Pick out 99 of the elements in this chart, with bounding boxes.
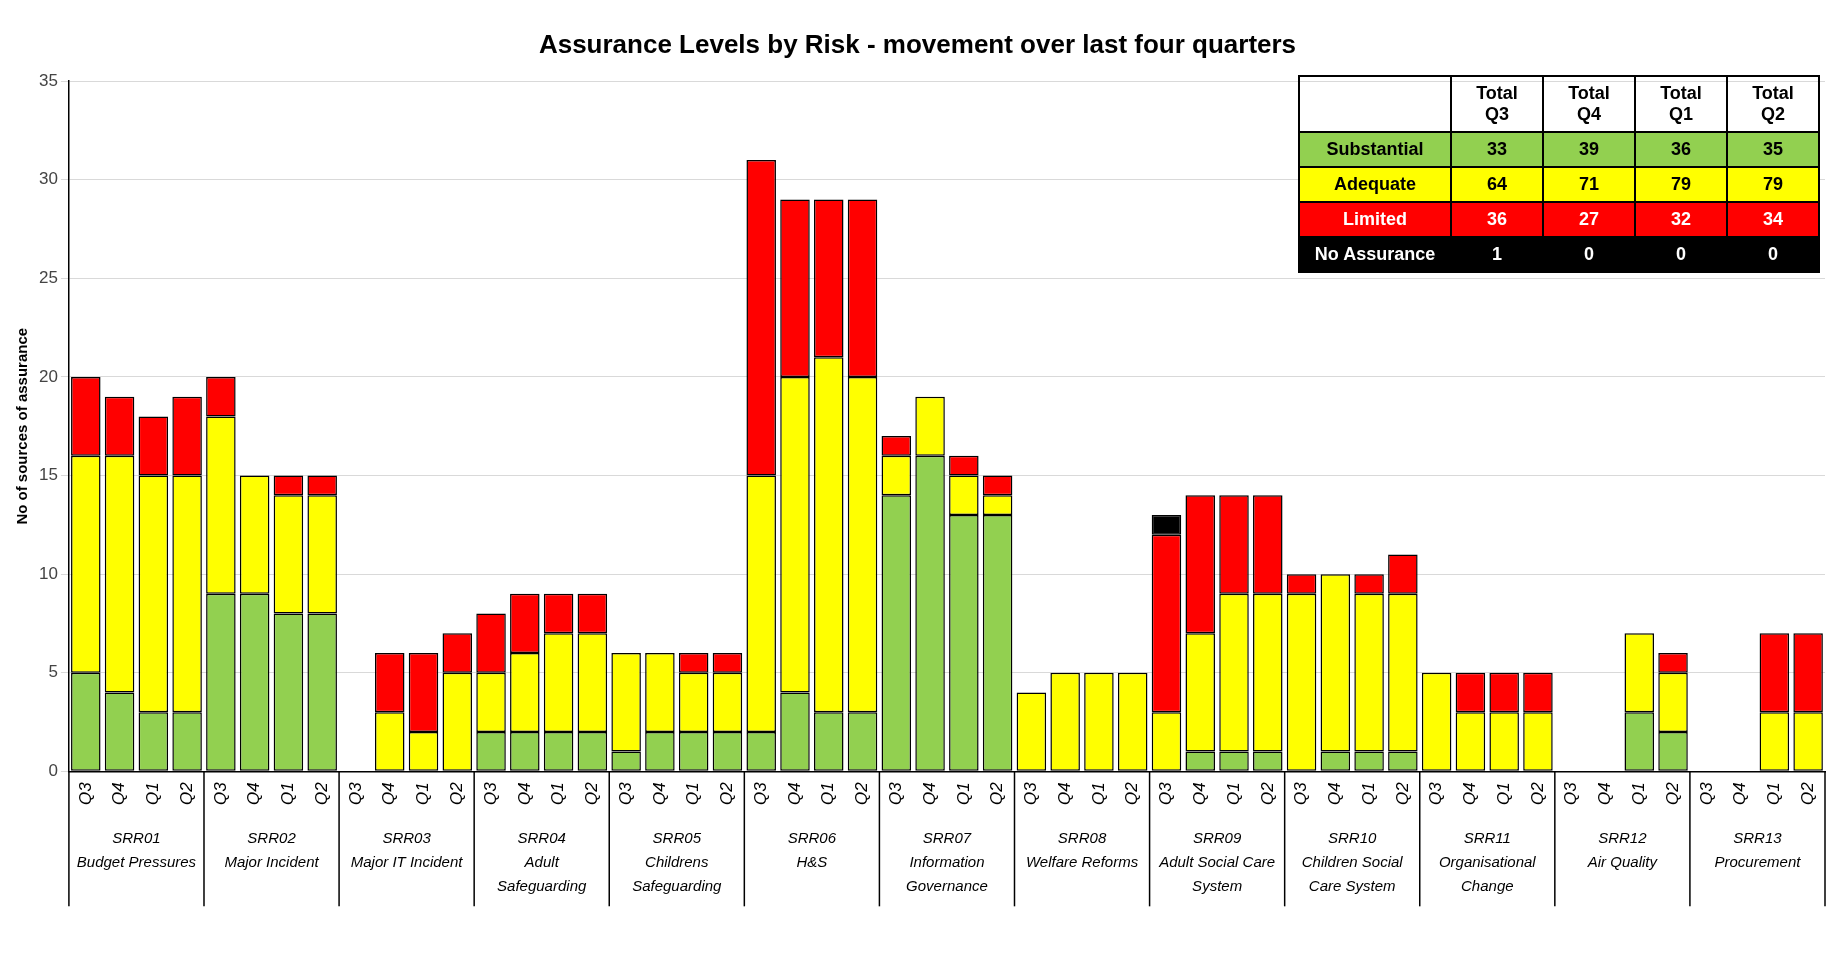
text: SRR03 Major IT Incident xyxy=(350,828,464,870)
x-tick-label: Q4 xyxy=(1460,782,1480,806)
x-tick-label: Q3 xyxy=(886,781,906,806)
annotation: 79 xyxy=(1727,167,1819,202)
x-tick-label: Q2 xyxy=(1662,781,1682,806)
y-axis-title: No of sources of assurance xyxy=(13,327,31,525)
x-tick-label: Q4 xyxy=(919,782,939,806)
text: Limited xyxy=(1342,209,1407,229)
text: SRR04 Adult Safeguarding xyxy=(497,828,587,894)
annotation: 1 xyxy=(1451,237,1543,272)
x-tick-label: Q4 xyxy=(649,782,669,806)
text: SRR09 Adult Social Care System xyxy=(1158,828,1276,894)
x-tick-label: Q2 xyxy=(717,781,737,806)
annotation: 71 xyxy=(1543,167,1635,202)
x-tick-label: Q3 xyxy=(1156,781,1176,806)
text: SRR02 Major Incident xyxy=(224,828,320,870)
x-tick-label: Q2 xyxy=(311,781,331,806)
x-tick-label: Q4 xyxy=(1325,782,1345,806)
text: Substantial xyxy=(1326,139,1424,159)
y-tick-label: 25 xyxy=(38,268,58,288)
x-tick-label: Q1 xyxy=(1493,782,1513,806)
annotation: 32 xyxy=(1635,202,1727,237)
x-tick-label: Q3 xyxy=(75,781,95,806)
annotation: 64 xyxy=(1451,167,1543,202)
x-tick-label: Q4 xyxy=(514,782,534,806)
x-tick-label: Q3 xyxy=(1021,781,1041,806)
x-tick-label: Q4 xyxy=(1595,782,1615,806)
x-tick-label: Q1 xyxy=(953,782,973,806)
x-tick-label: Q2 xyxy=(1257,781,1277,806)
y-tick-label: 15 xyxy=(38,465,58,485)
text: SRR08 Welfare Reforms xyxy=(1025,828,1139,870)
text: SRR01 Budget Pressures xyxy=(76,828,197,870)
annotation: 79 xyxy=(1635,167,1727,202)
annotation: 34 xyxy=(1727,202,1819,237)
x-tick-label: Q4 xyxy=(784,782,804,806)
x-tick-label: Q4 xyxy=(109,782,129,806)
annotation: 33 xyxy=(1451,132,1543,167)
x-tick-label: Q4 xyxy=(244,782,264,806)
annotation: Total Q2 xyxy=(1727,76,1819,132)
text: No Assurance xyxy=(1314,244,1436,264)
annotation: Total Q3 xyxy=(1451,76,1543,132)
x-tick-label: Q1 xyxy=(1088,782,1108,806)
x-tick-label: Q3 xyxy=(750,781,770,806)
text: SRR11 Organisational Change xyxy=(1438,828,1537,894)
x-tick-label: Q2 xyxy=(1122,781,1142,806)
x-tick-label: Q2 xyxy=(1392,781,1412,806)
text: SRR10 Children Social Care System xyxy=(1301,828,1404,894)
x-tick-label: Q3 xyxy=(1291,781,1311,806)
text: SRR06 H&S xyxy=(787,828,837,870)
x-tick-label: Q1 xyxy=(683,782,703,806)
x-tick-label: Q3 xyxy=(345,781,365,806)
y-tick-label: 30 xyxy=(38,169,58,189)
text: SRR07 Information Governance xyxy=(906,828,988,894)
y-tick-label: 0 xyxy=(48,761,58,781)
x-tick-label: Q4 xyxy=(1730,782,1750,806)
x-tick-label: Q3 xyxy=(1696,781,1716,806)
x-tick-label: Q2 xyxy=(987,781,1007,806)
x-tick-label: Q1 xyxy=(1628,782,1648,806)
text: SRR12 Air Quality xyxy=(1586,828,1659,870)
x-tick-label: Q1 xyxy=(413,782,433,806)
x-tick-label: Q3 xyxy=(1561,781,1581,806)
x-tick-label: Q1 xyxy=(1764,782,1784,806)
annotation: 27 xyxy=(1543,202,1635,237)
y-tick-label: 10 xyxy=(38,563,58,583)
x-tick-label: Q1 xyxy=(143,782,163,806)
x-tick-label: Q1 xyxy=(1223,782,1243,806)
annotation: 0 xyxy=(1727,237,1819,272)
x-tick-label: Q2 xyxy=(176,781,196,806)
annotation: 39 xyxy=(1543,132,1635,167)
x-tick-label: Q4 xyxy=(1189,782,1209,806)
x-tick-label: Q3 xyxy=(210,781,230,806)
x-tick-label: Q2 xyxy=(447,781,467,806)
x-tick-label: Q2 xyxy=(1527,781,1547,806)
x-tick-label: Q2 xyxy=(852,781,872,806)
x-tick-label: Q4 xyxy=(379,782,399,806)
x-tick-label: Q1 xyxy=(818,782,838,806)
annotation: 0 xyxy=(1543,237,1635,272)
annotation: Total Q4 xyxy=(1543,76,1635,132)
text: Adequate xyxy=(1333,174,1416,194)
y-tick-label: 5 xyxy=(48,662,58,682)
x-tick-label: Q2 xyxy=(1797,781,1817,806)
chart-title: Assurance Levels by Risk - movement over last four quarters xyxy=(538,28,1297,59)
annotation: 0 xyxy=(1635,237,1727,272)
x-tick-label: Q4 xyxy=(1054,782,1074,806)
x-tick-label: Q3 xyxy=(1426,781,1446,806)
y-tick-label: 35 xyxy=(38,70,58,90)
x-tick-label: Q1 xyxy=(1358,782,1378,806)
x-tick-label: Q1 xyxy=(278,782,298,806)
annotation: 36 xyxy=(1451,202,1543,237)
annotation: 36 xyxy=(1635,132,1727,167)
y-tick-label: 20 xyxy=(38,366,58,386)
x-tick-label: Q3 xyxy=(615,781,635,806)
annotation: Total Q1 xyxy=(1635,76,1727,132)
annotation: 35 xyxy=(1727,132,1819,167)
x-tick-label: Q1 xyxy=(548,782,568,806)
text: SRR13 Procurement xyxy=(1714,828,1802,870)
x-tick-label: Q3 xyxy=(480,781,500,806)
x-tick-label: Q2 xyxy=(582,781,602,806)
text: SRR05 Childrens Safeguarding xyxy=(632,828,723,894)
